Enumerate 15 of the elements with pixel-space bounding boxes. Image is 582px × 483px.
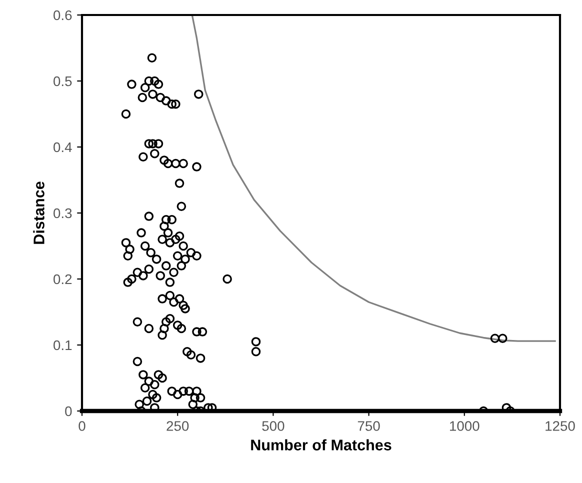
x-tick-label: 750	[358, 421, 380, 431]
x-tick-label: 1250	[546, 421, 575, 431]
y-tick-label: 0.1	[54, 340, 72, 350]
y-axis-title: Distance	[33, 182, 44, 244]
y-tick-label: 0.3	[54, 208, 72, 218]
x-axis-title: Number of Matches	[251, 439, 392, 450]
x-tick-label: 0	[78, 421, 86, 431]
y-tick-label: 0.6	[54, 10, 72, 20]
y-tick-label: 0	[65, 406, 72, 416]
y-tick-label: 0.5	[54, 76, 72, 86]
x-tick-label: 500	[262, 421, 284, 431]
x-tick-label: 250	[166, 421, 189, 431]
y-tick-label: 0.2	[54, 274, 72, 284]
x-tick-label: 1000	[450, 421, 480, 431]
y-tick-label: 0.4	[54, 142, 72, 152]
